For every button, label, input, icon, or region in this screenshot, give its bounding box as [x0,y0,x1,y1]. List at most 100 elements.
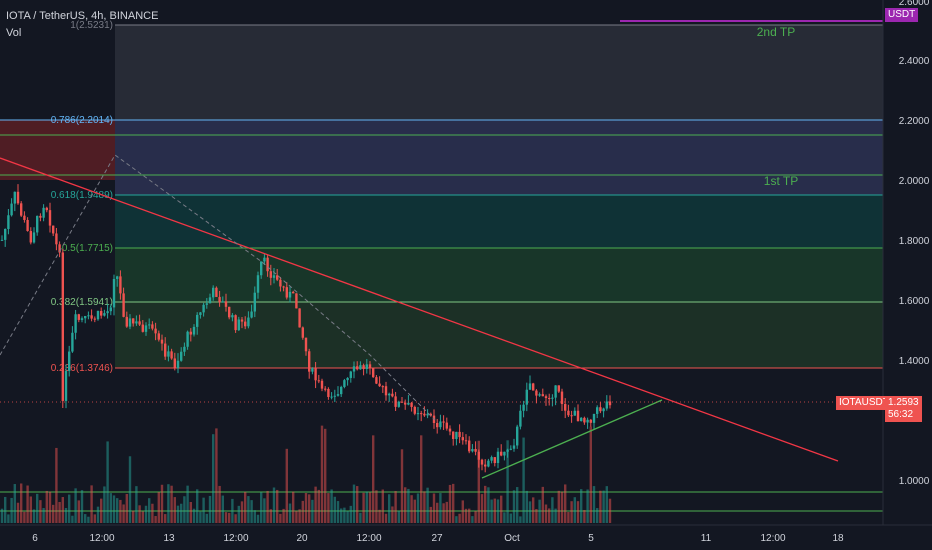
candle-body [148,324,151,326]
candle-body [106,311,109,314]
candle-body [103,313,106,316]
price-tick: 2.6000 [899,0,930,8]
volume-bar [346,510,349,523]
candle-body [605,401,608,409]
volume-bar [580,489,583,523]
volume-bar [375,490,378,523]
volume-bar [173,497,176,523]
candle-body [535,390,538,396]
volume-bar [596,508,599,523]
candle-body [352,366,356,372]
fib-label-0382: 0.382(1.5941) [51,297,113,308]
candle-body [199,312,202,315]
volume-bar [567,512,570,523]
volume-bar [423,491,426,523]
candle-body [250,311,253,318]
candle-body [272,275,276,278]
volume-bar [90,485,93,523]
candle-body [304,337,308,352]
volume-bar [487,487,490,523]
candles [0,184,612,473]
volume-bar [333,496,336,523]
candle-body [570,415,573,417]
volume-bar [506,440,509,523]
candle-body [599,407,602,412]
candle-body [234,315,237,331]
candle-body [61,252,64,401]
candle-body [52,225,55,234]
price-tick: 2.0000 [899,176,930,187]
volume-bar [436,502,439,523]
volume-bar [266,490,269,523]
volume-bar [388,494,391,523]
candle-body [349,371,352,378]
candle-body [548,398,551,400]
volume-bar [599,490,602,523]
candle-body [512,445,516,449]
volume-bar [151,503,154,523]
volume-bar [461,500,464,523]
volume-bar [61,497,64,523]
volume-bar [103,486,106,523]
volume-bar [122,504,125,523]
candle-body [343,380,346,387]
candle-body [394,396,397,407]
volume-bar [404,487,407,523]
volume-bar [176,505,180,523]
candle-body [151,324,154,329]
candle-body [378,383,381,387]
volume-bar [148,498,151,523]
volume-bar [407,488,410,523]
price-tick: 1.6000 [899,296,930,307]
candle-body [20,203,23,216]
candle-body [112,278,116,308]
fib-zones [0,25,883,368]
candle-body [45,207,48,211]
volume-bar [573,497,576,523]
candle-body [42,207,45,218]
volume-bar [532,497,535,523]
candle-body [407,402,410,405]
candle-body [330,396,333,398]
candle-body [55,233,58,245]
candle-body [551,397,554,399]
candle-body [183,346,186,352]
volume-bar [68,494,71,523]
candle-body [471,449,474,452]
bar-countdown: 56:32 [888,409,914,420]
volume-bar [135,486,138,523]
volume-bar [205,513,208,523]
candle-body [356,366,359,370]
volume-bar [0,508,4,523]
candle-body [420,413,423,415]
volume-bar [39,500,42,523]
candle-body [0,239,4,241]
volume-bar [324,428,327,523]
volume-bar [55,447,58,523]
time-axis[interactable]: 6 12:00 13 12:00 20 12:00 27 Oct 5 11 12… [0,524,932,544]
volume-bar [557,490,560,523]
price-axis[interactable]: 2.6000 2.4000 2.2000 2.0000 1.8000 1.600… [882,0,930,525]
volume-bar [429,506,432,523]
volume-bar [125,493,128,523]
time-tick: 6 [32,533,38,544]
volume-bar [23,511,26,523]
symbol-badge-text: IOTAUSDT [839,397,889,408]
volume-bar [144,505,148,523]
fib-label-0786: 0.786(2.2014) [51,115,113,126]
candle-body [13,191,16,204]
volume-bar [138,505,141,523]
candle-body [208,297,212,304]
volume-bar [244,491,247,523]
volume-bar [528,501,532,523]
candle-body [186,331,189,347]
volume-bar [157,492,160,523]
candle-body [436,423,439,428]
volume-bar [16,502,20,523]
volume-bar [224,512,228,523]
volume-bar [119,499,122,523]
candle-body [301,327,304,338]
volume-bar [384,513,388,523]
candle-body [567,410,570,416]
